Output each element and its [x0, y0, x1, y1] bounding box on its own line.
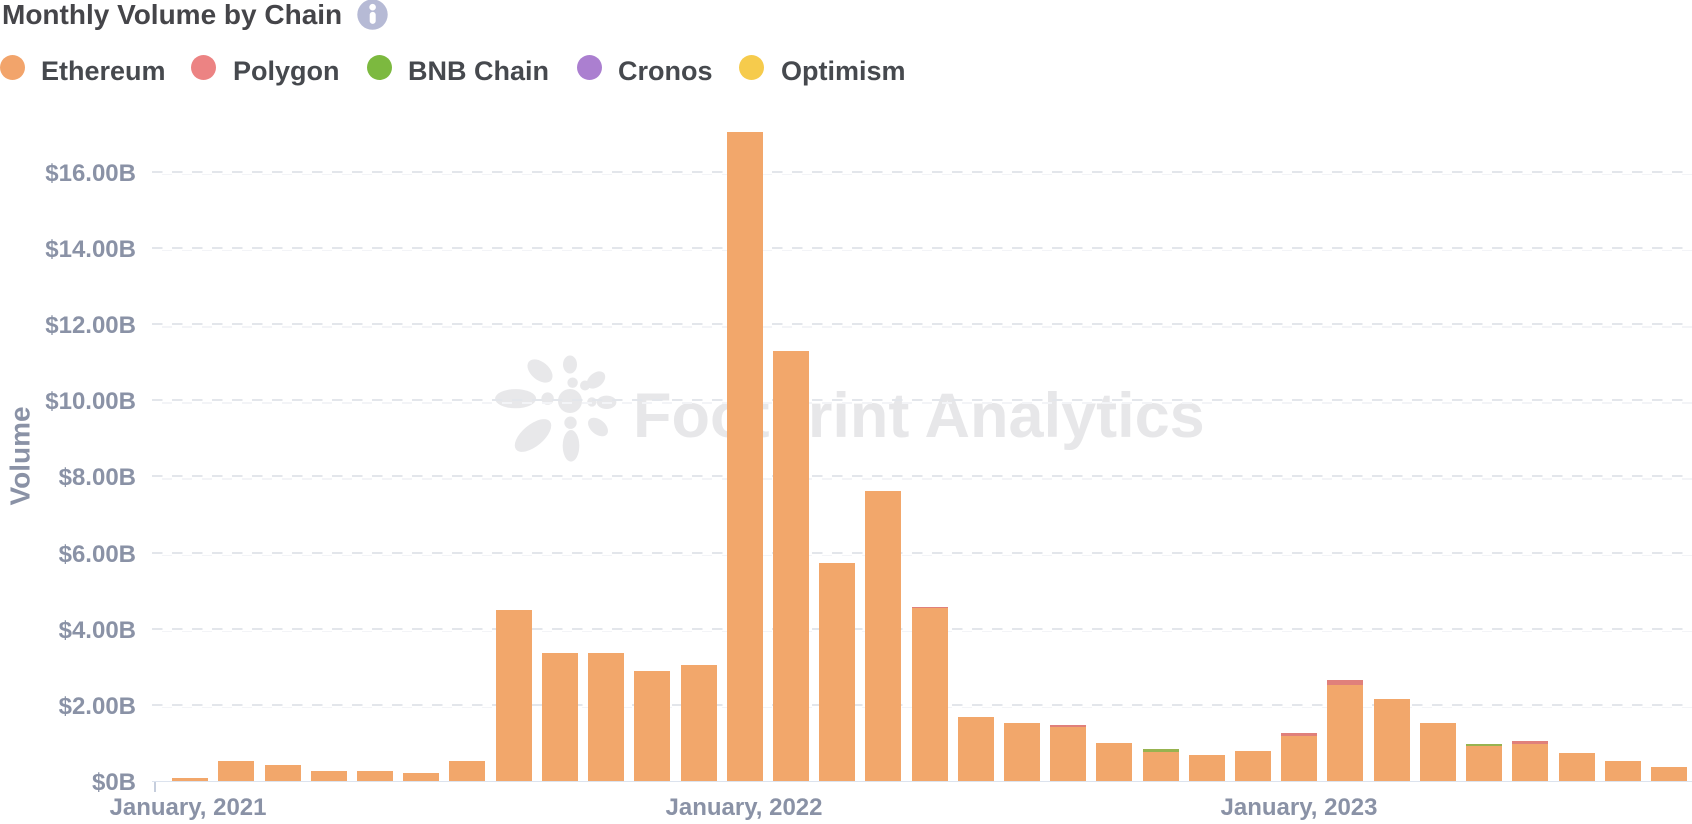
- svg-text:Footprint Analytics: Footprint Analytics: [633, 381, 1205, 451]
